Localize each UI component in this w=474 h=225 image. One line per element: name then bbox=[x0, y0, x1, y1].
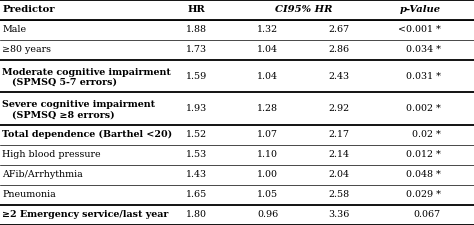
Text: 1.52: 1.52 bbox=[186, 130, 207, 139]
Text: p-Value: p-Value bbox=[400, 5, 441, 14]
Text: 0.012 *: 0.012 * bbox=[406, 150, 441, 159]
Text: 1.43: 1.43 bbox=[186, 170, 207, 179]
Text: 1.73: 1.73 bbox=[186, 45, 207, 54]
Text: 2.86: 2.86 bbox=[328, 45, 349, 54]
Text: Total dependence (Barthel <20): Total dependence (Barthel <20) bbox=[2, 130, 173, 139]
Text: Severe cognitive impairment: Severe cognitive impairment bbox=[2, 100, 155, 109]
Text: 1.88: 1.88 bbox=[186, 25, 207, 34]
Text: 0.02 *: 0.02 * bbox=[412, 130, 441, 139]
Text: AFib/Arrhythmia: AFib/Arrhythmia bbox=[2, 170, 83, 179]
Text: HR: HR bbox=[188, 5, 206, 14]
Text: 2.67: 2.67 bbox=[328, 25, 349, 34]
Text: (SPMSQ 5-7 errors): (SPMSQ 5-7 errors) bbox=[12, 78, 117, 87]
Text: ≥80 years: ≥80 years bbox=[2, 45, 51, 54]
Text: 1.10: 1.10 bbox=[257, 150, 278, 159]
Text: ≥2 Emergency service/last year: ≥2 Emergency service/last year bbox=[2, 210, 169, 219]
Text: 1.04: 1.04 bbox=[257, 72, 278, 81]
Text: Male: Male bbox=[2, 25, 27, 34]
Text: 2.43: 2.43 bbox=[328, 72, 349, 81]
Text: 2.17: 2.17 bbox=[328, 130, 349, 139]
Text: 1.05: 1.05 bbox=[257, 190, 278, 199]
Text: 2.04: 2.04 bbox=[328, 170, 349, 179]
Text: (SPMSQ ≥8 errors): (SPMSQ ≥8 errors) bbox=[12, 110, 115, 119]
Text: 2.58: 2.58 bbox=[328, 190, 349, 199]
Text: 3.36: 3.36 bbox=[328, 210, 350, 219]
Text: 1.28: 1.28 bbox=[257, 104, 278, 113]
Text: 2.14: 2.14 bbox=[328, 150, 349, 159]
Text: 0.067: 0.067 bbox=[414, 210, 441, 219]
Text: 1.59: 1.59 bbox=[186, 72, 207, 81]
Text: 0.029 *: 0.029 * bbox=[406, 190, 441, 199]
Text: 0.96: 0.96 bbox=[257, 210, 278, 219]
Text: 1.00: 1.00 bbox=[257, 170, 278, 179]
Text: 1.04: 1.04 bbox=[257, 45, 278, 54]
Text: Pneumonia: Pneumonia bbox=[2, 190, 56, 199]
Text: High blood pressure: High blood pressure bbox=[2, 150, 101, 159]
Text: 1.65: 1.65 bbox=[186, 190, 207, 199]
Text: 0.048 *: 0.048 * bbox=[406, 170, 441, 179]
Text: 1.80: 1.80 bbox=[186, 210, 207, 219]
Text: 0.002 *: 0.002 * bbox=[406, 104, 441, 113]
Text: <0.001 *: <0.001 * bbox=[398, 25, 441, 34]
Text: Predictor: Predictor bbox=[2, 5, 55, 14]
Text: CI95% HR: CI95% HR bbox=[274, 5, 332, 14]
Text: 1.32: 1.32 bbox=[257, 25, 278, 34]
Text: 1.93: 1.93 bbox=[186, 104, 207, 113]
Text: 2.92: 2.92 bbox=[328, 104, 349, 113]
Text: 1.07: 1.07 bbox=[257, 130, 278, 139]
Text: 1.53: 1.53 bbox=[186, 150, 207, 159]
Text: 0.031 *: 0.031 * bbox=[406, 72, 441, 81]
Text: 0.034 *: 0.034 * bbox=[406, 45, 441, 54]
Text: Moderate cognitive impairment: Moderate cognitive impairment bbox=[2, 68, 171, 77]
